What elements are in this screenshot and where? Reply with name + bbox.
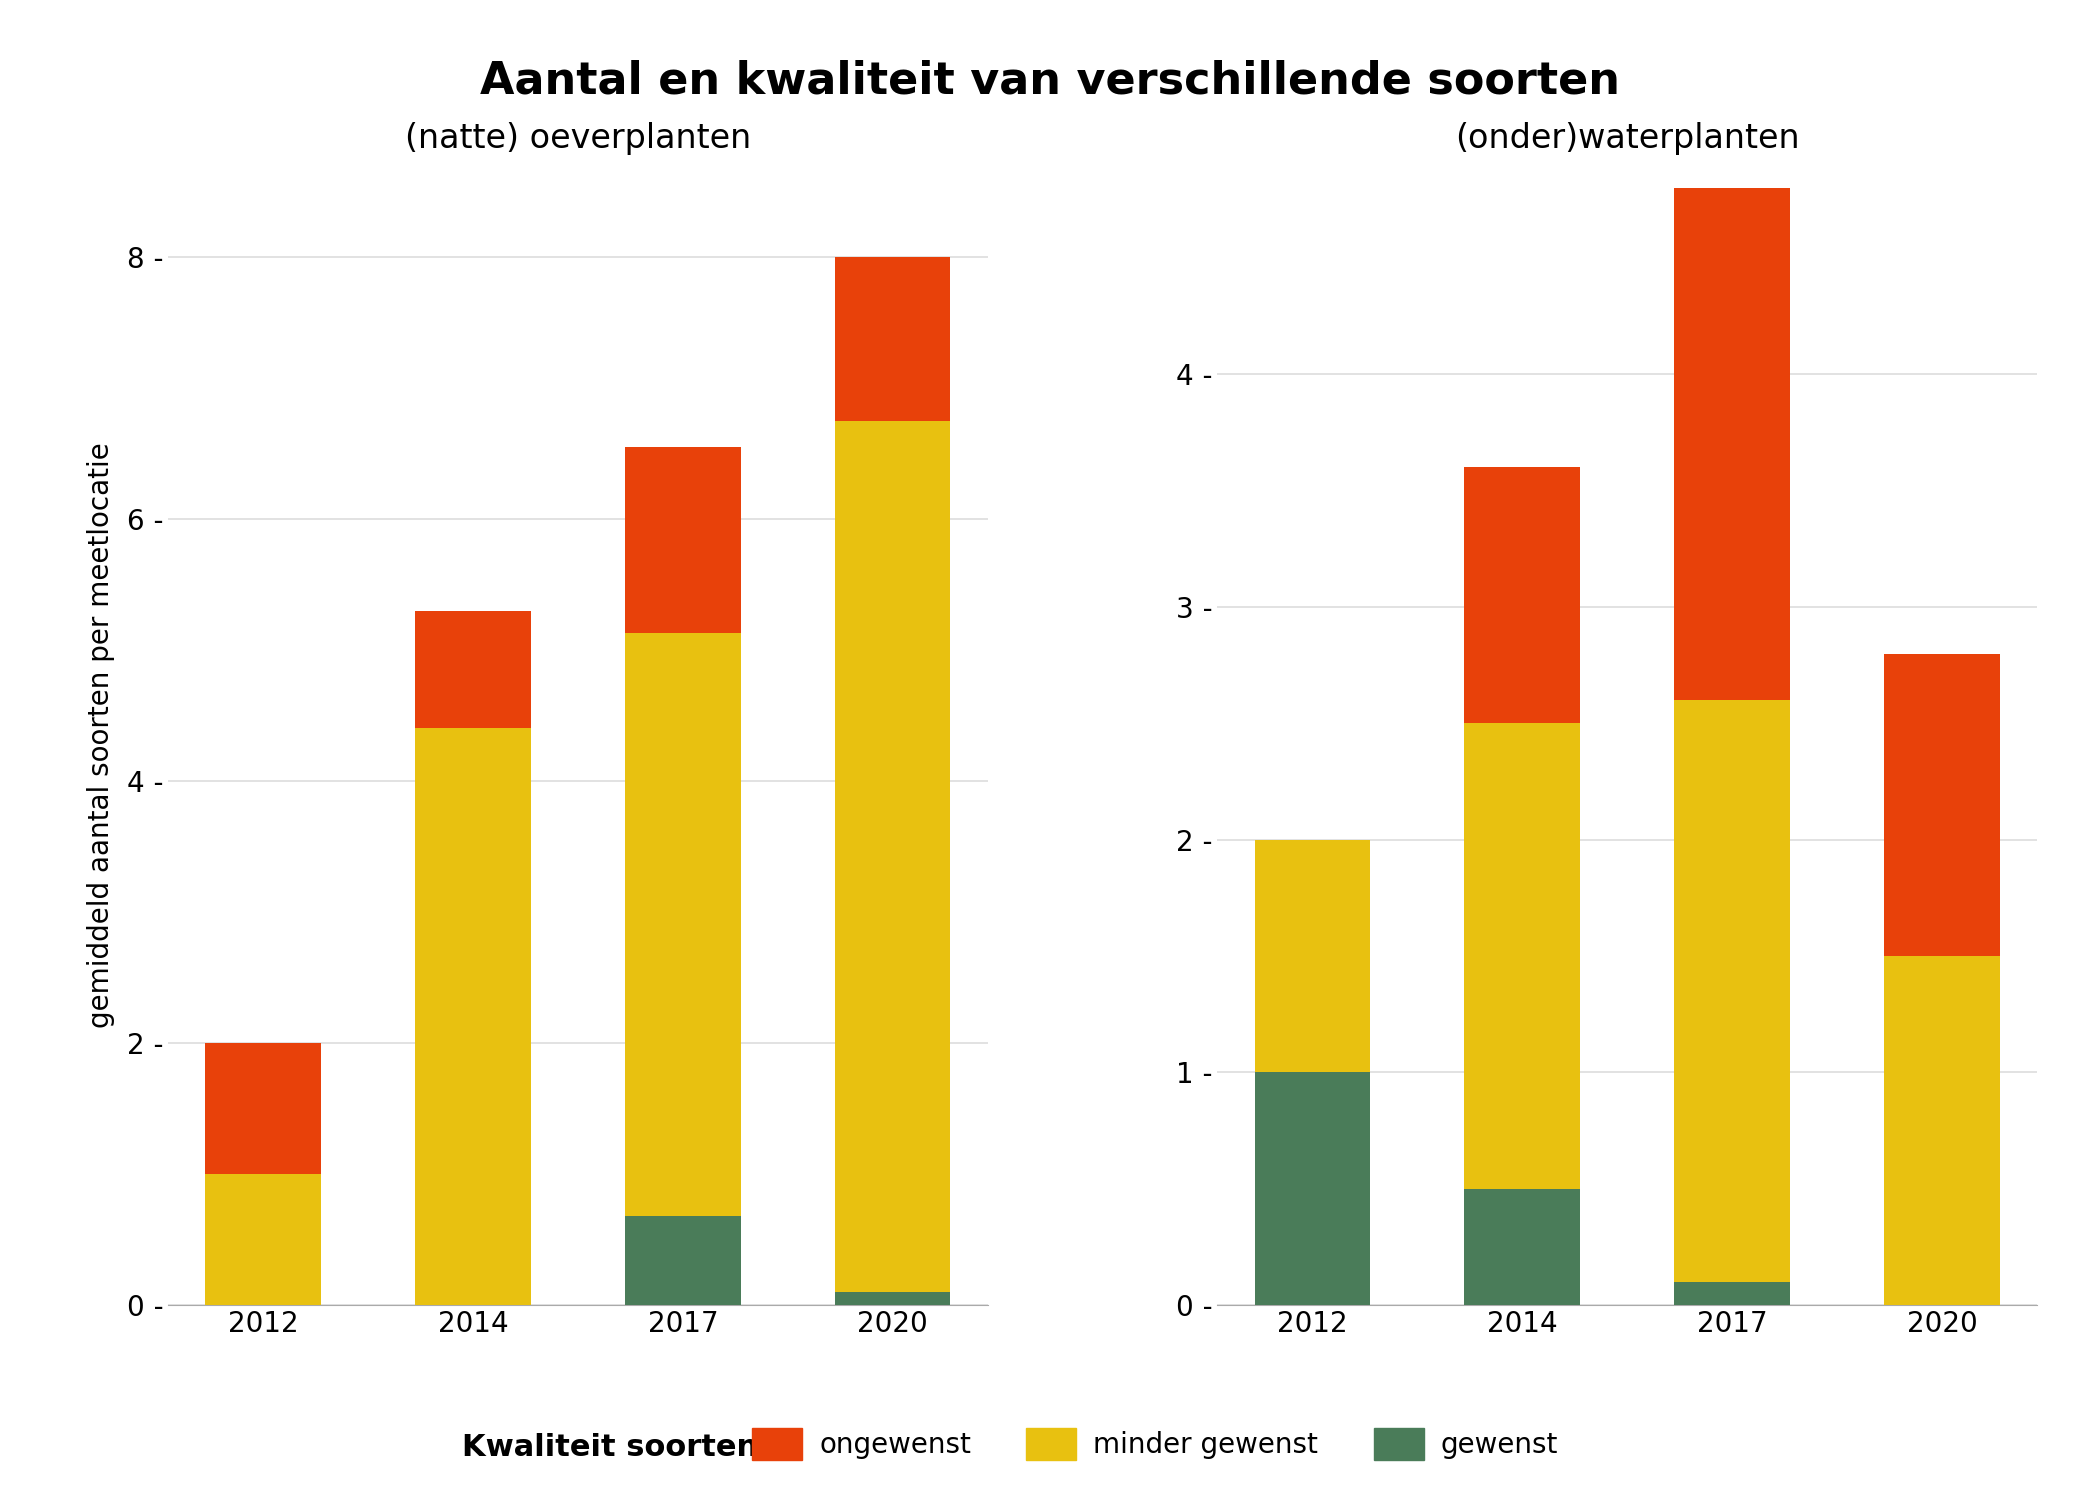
Bar xyxy=(416,610,531,729)
Bar xyxy=(1464,1188,1579,1305)
Bar xyxy=(1254,840,1369,1072)
Bar xyxy=(626,447,741,633)
Bar xyxy=(1254,1072,1369,1305)
Legend: ongewenst, minder gewenst, gewenst: ongewenst, minder gewenst, gewenst xyxy=(741,1418,1569,1472)
Title: (onder)waterplanten: (onder)waterplanten xyxy=(1455,123,1800,156)
Text: Aantal en kwaliteit van verschillende soorten: Aantal en kwaliteit van verschillende so… xyxy=(481,60,1619,104)
Bar xyxy=(416,729,531,1305)
Bar xyxy=(626,633,741,1216)
Bar xyxy=(1674,189,1789,700)
Bar xyxy=(1464,723,1579,1188)
Title: (natte) oeverplanten: (natte) oeverplanten xyxy=(405,123,752,156)
Bar xyxy=(206,1042,321,1174)
Bar xyxy=(1674,1281,1789,1305)
Bar xyxy=(836,420,951,1292)
Y-axis label: gemiddeld aantal soorten per meetlocatie: gemiddeld aantal soorten per meetlocatie xyxy=(88,442,116,1028)
Bar xyxy=(836,256,951,420)
Bar xyxy=(206,1174,321,1305)
Bar xyxy=(626,1216,741,1305)
Bar xyxy=(836,1292,951,1305)
Bar xyxy=(1884,956,1999,1305)
Text: Kwaliteit soorten: Kwaliteit soorten xyxy=(462,1432,758,1462)
Bar xyxy=(1464,468,1579,723)
Bar xyxy=(1884,654,1999,956)
Bar xyxy=(1674,700,1789,1281)
